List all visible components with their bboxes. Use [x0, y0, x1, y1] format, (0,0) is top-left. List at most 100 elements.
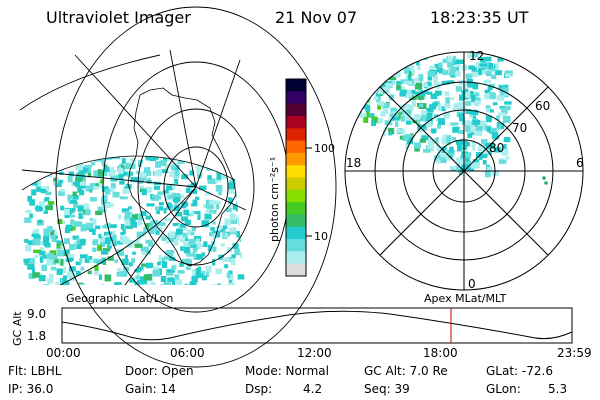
aurora-pixel [190, 210, 194, 216]
aurora-pixel [244, 260, 245, 265]
geo-lat-circle [55, 6, 337, 368]
polar-mlt-label-18: 18 [346, 156, 361, 170]
aurora-pixel [503, 92, 509, 96]
aurora-pixel [146, 180, 152, 184]
aurora-pixel [140, 211, 147, 216]
aurora-pixel [111, 122, 115, 125]
aurora-pixel [393, 53, 398, 60]
aurora-pixel [451, 137, 456, 141]
aurora-pixel [226, 146, 231, 152]
aurora-pixel [75, 163, 83, 171]
aurora-pixel [162, 157, 167, 163]
aurora-pixel [228, 228, 236, 233]
aurora-pixel [38, 275, 46, 282]
aurora-pixel [101, 158, 106, 166]
aurora-pixel [89, 258, 96, 263]
aurora-pixel [479, 56, 486, 63]
aurora-pixel [34, 206, 42, 211]
aurora-pixel [35, 130, 43, 134]
aurora-pixel [415, 82, 422, 90]
aurora-pixel [422, 149, 431, 153]
aurora-pixel [433, 79, 438, 87]
aurora-pixel [240, 200, 245, 207]
aurora-pixel [392, 116, 400, 121]
aurora-pixel [84, 258, 90, 263]
aurora-pixel [239, 251, 245, 259]
aurora-pixel [209, 200, 217, 205]
aurora-pixel [346, 58, 351, 62]
aurora-pixel [495, 70, 502, 76]
aurora-pixel [189, 281, 196, 285]
aurora-pixel [150, 281, 156, 285]
aurora-pixel [370, 79, 377, 84]
aurora-pixel [97, 244, 102, 251]
aurora-pixel [215, 159, 219, 163]
aurora-pixel [78, 282, 84, 285]
aurora-pixel [449, 166, 457, 170]
aurora-pixel [120, 223, 125, 230]
polar-point [542, 176, 546, 180]
aurora-pixel [58, 156, 62, 163]
aurora-pixel [375, 92, 381, 98]
aurora-pixel [101, 257, 106, 264]
aurora-pixel [166, 269, 175, 273]
aurora-pixel [196, 254, 204, 260]
altitude-timeline: 9.0 1.8 GC Alt 00:00 06:00 12:00 18:00 2… [11, 307, 592, 360]
aurora-pixel [25, 209, 32, 214]
aurora-pixel [43, 235, 50, 243]
aurora-pixel [204, 213, 212, 220]
aurora-pixel [377, 103, 381, 110]
aurora-pixel [45, 205, 53, 211]
aurora-pixel [32, 161, 37, 168]
aurora-pixel [405, 134, 413, 139]
aurora-pixel [131, 217, 136, 221]
aurora-pixel [117, 268, 122, 273]
aurora-pixel [481, 139, 488, 144]
aurora-pixel [456, 70, 461, 77]
polar-lat-label-70: 70 [512, 121, 527, 135]
aurora-pixel [91, 162, 95, 166]
aurora-pixel [147, 128, 151, 134]
aurora-pixel [466, 167, 475, 172]
aurora-pixel [174, 169, 179, 176]
aurora-pixel [141, 189, 147, 196]
aurora-pixel [171, 279, 175, 285]
aurora-pixel [119, 196, 128, 200]
aurora-pixel [35, 156, 44, 159]
aurora-pixel [103, 130, 108, 136]
aurora-pixel [92, 247, 97, 252]
aurora-pixel [211, 166, 218, 170]
aurora-pixel [376, 95, 381, 103]
aurora-pixel [31, 267, 36, 273]
aurora-pixel [472, 82, 479, 90]
aurora-pixel [447, 61, 454, 68]
aurora-pixel [51, 127, 56, 132]
aurora-pixel [57, 130, 63, 134]
aurora-pixel [33, 249, 41, 253]
aurora-pixel [242, 131, 245, 137]
aurora-pixel [465, 88, 469, 92]
aurora-pixel [216, 170, 220, 176]
aurora-pixel [118, 175, 124, 180]
aurora-pixel [48, 273, 54, 279]
aurora-pixel [220, 226, 226, 233]
aurora-pixel [155, 156, 159, 160]
aurora-pixel [157, 261, 161, 266]
aurora-pixel [75, 221, 83, 226]
aurora-pixel [457, 144, 462, 152]
aurora-pixel [192, 199, 198, 205]
aurora-pixel [156, 210, 160, 215]
aurora-pixel [167, 195, 175, 199]
colorbar-segment [286, 189, 306, 203]
aurora-pixel [29, 213, 33, 219]
aurora-pixel [437, 118, 446, 125]
aurora-pixel [388, 127, 395, 135]
geo-lat-circle [137, 108, 255, 266]
colorbar-segment [286, 165, 306, 178]
aurora-pixel [137, 177, 143, 185]
aurora-pixel [67, 196, 71, 203]
aurora-pixel [421, 135, 429, 141]
aurora-pixel [176, 236, 181, 241]
aurora-pixel [225, 156, 230, 159]
aurora-pixel [427, 91, 433, 95]
